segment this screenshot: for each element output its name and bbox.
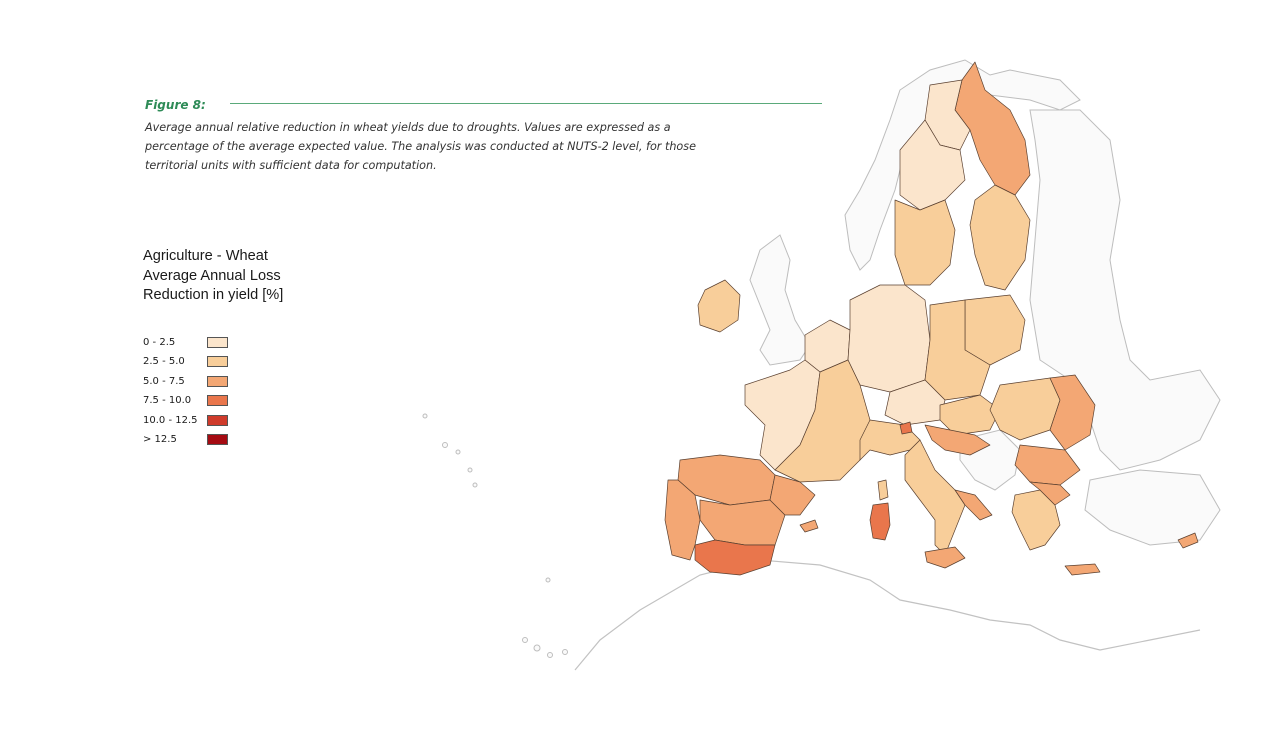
island	[545, 577, 551, 583]
map-region-crete	[1064, 563, 1101, 576]
legend-title-line: Average Annual Loss	[143, 267, 281, 284]
map-region-sweden-north	[899, 119, 966, 211]
island	[562, 649, 568, 655]
map-region-apulia	[954, 489, 993, 521]
legend-title: Agriculture - Wheat Average Annual Loss …	[143, 247, 283, 306]
legend-item: 10.0 - 12.5	[143, 411, 283, 431]
atlantic-islands	[422, 413, 568, 658]
legend-range: 5.0 - 7.5	[143, 375, 185, 387]
map-region-germany	[847, 284, 931, 393]
map-region-hungary	[939, 394, 1001, 436]
map-legend: Agriculture - Wheat Average Annual Loss …	[143, 247, 283, 450]
island	[422, 413, 428, 419]
legend-item: 0 - 2.5	[143, 333, 283, 353]
north-africa-coastline	[574, 559, 1201, 671]
map-region-slovenia	[899, 421, 913, 435]
map-region-spain-central	[699, 499, 786, 546]
map-region-greece-north	[1029, 481, 1071, 506]
figure-label: Figure 8:	[145, 98, 206, 112]
map-region-finland-south	[969, 184, 1031, 291]
legend-swatch	[207, 336, 228, 348]
map-region-italy-south	[904, 439, 966, 556]
legend-title-line: Reduction in yield [%]	[143, 287, 284, 303]
legend-swatch	[207, 356, 228, 368]
figure-rule	[230, 103, 822, 104]
map-region-corsica	[877, 479, 889, 501]
map-region-balearics	[799, 519, 819, 533]
map-region-sweden-middle	[894, 199, 956, 286]
map-region-portugal	[664, 479, 701, 561]
map-region-sardinia	[869, 502, 891, 541]
legend-swatch	[207, 414, 228, 426]
map-region-romania-east	[1049, 374, 1096, 451]
legend-range: 2.5 - 5.0	[143, 356, 185, 368]
legend-item: 2.5 - 5.0	[143, 352, 283, 372]
legend-title-line: Agriculture - Wheat	[143, 248, 268, 264]
map-region-catalonia	[769, 474, 816, 516]
island	[467, 467, 473, 473]
map-region-andalusia	[694, 539, 776, 576]
legend-item: 7.5 - 10.0	[143, 391, 283, 411]
legend-item: 5.0 - 7.5	[143, 372, 283, 392]
map-region-baltics	[964, 294, 1026, 366]
caption-line: Average annual relative reduction in whe…	[145, 121, 671, 134]
map-region-bulgaria	[1014, 444, 1081, 486]
legend-range: 7.5 - 10.0	[143, 395, 192, 407]
island	[455, 449, 461, 455]
legend-range: 10.0 - 12.5	[143, 414, 198, 426]
legend-item: > 12.5	[143, 430, 283, 450]
figure-header: Figure 8: Average annual relative reduct…	[145, 96, 825, 175]
map-region-france-east	[774, 359, 871, 483]
map-region-croatia-coast	[924, 424, 991, 456]
background-land-uk	[749, 234, 811, 366]
map-region-sicily	[924, 546, 966, 569]
island	[442, 442, 448, 448]
caption-line: territorial units with sufficient data f…	[145, 159, 437, 172]
map-region-ireland	[697, 279, 741, 333]
legend-items: 0 - 2.5 2.5 - 5.0 5.0 - 7.5 7.5 - 10.0 1…	[143, 333, 283, 450]
legend-swatch	[207, 395, 228, 407]
map-region-cyprus	[1177, 532, 1199, 549]
legend-range: > 12.5	[143, 434, 177, 446]
island	[522, 637, 528, 643]
island	[533, 644, 541, 652]
figure-caption: Average annual relative reduction in whe…	[145, 118, 805, 175]
legend-swatch	[207, 375, 228, 387]
island	[547, 652, 553, 658]
caption-line: percentage of the average expected value…	[145, 140, 696, 153]
legend-swatch	[207, 434, 228, 446]
island	[472, 482, 478, 488]
legend-range: 0 - 2.5	[143, 336, 176, 348]
background-land-turkey	[1084, 469, 1221, 546]
